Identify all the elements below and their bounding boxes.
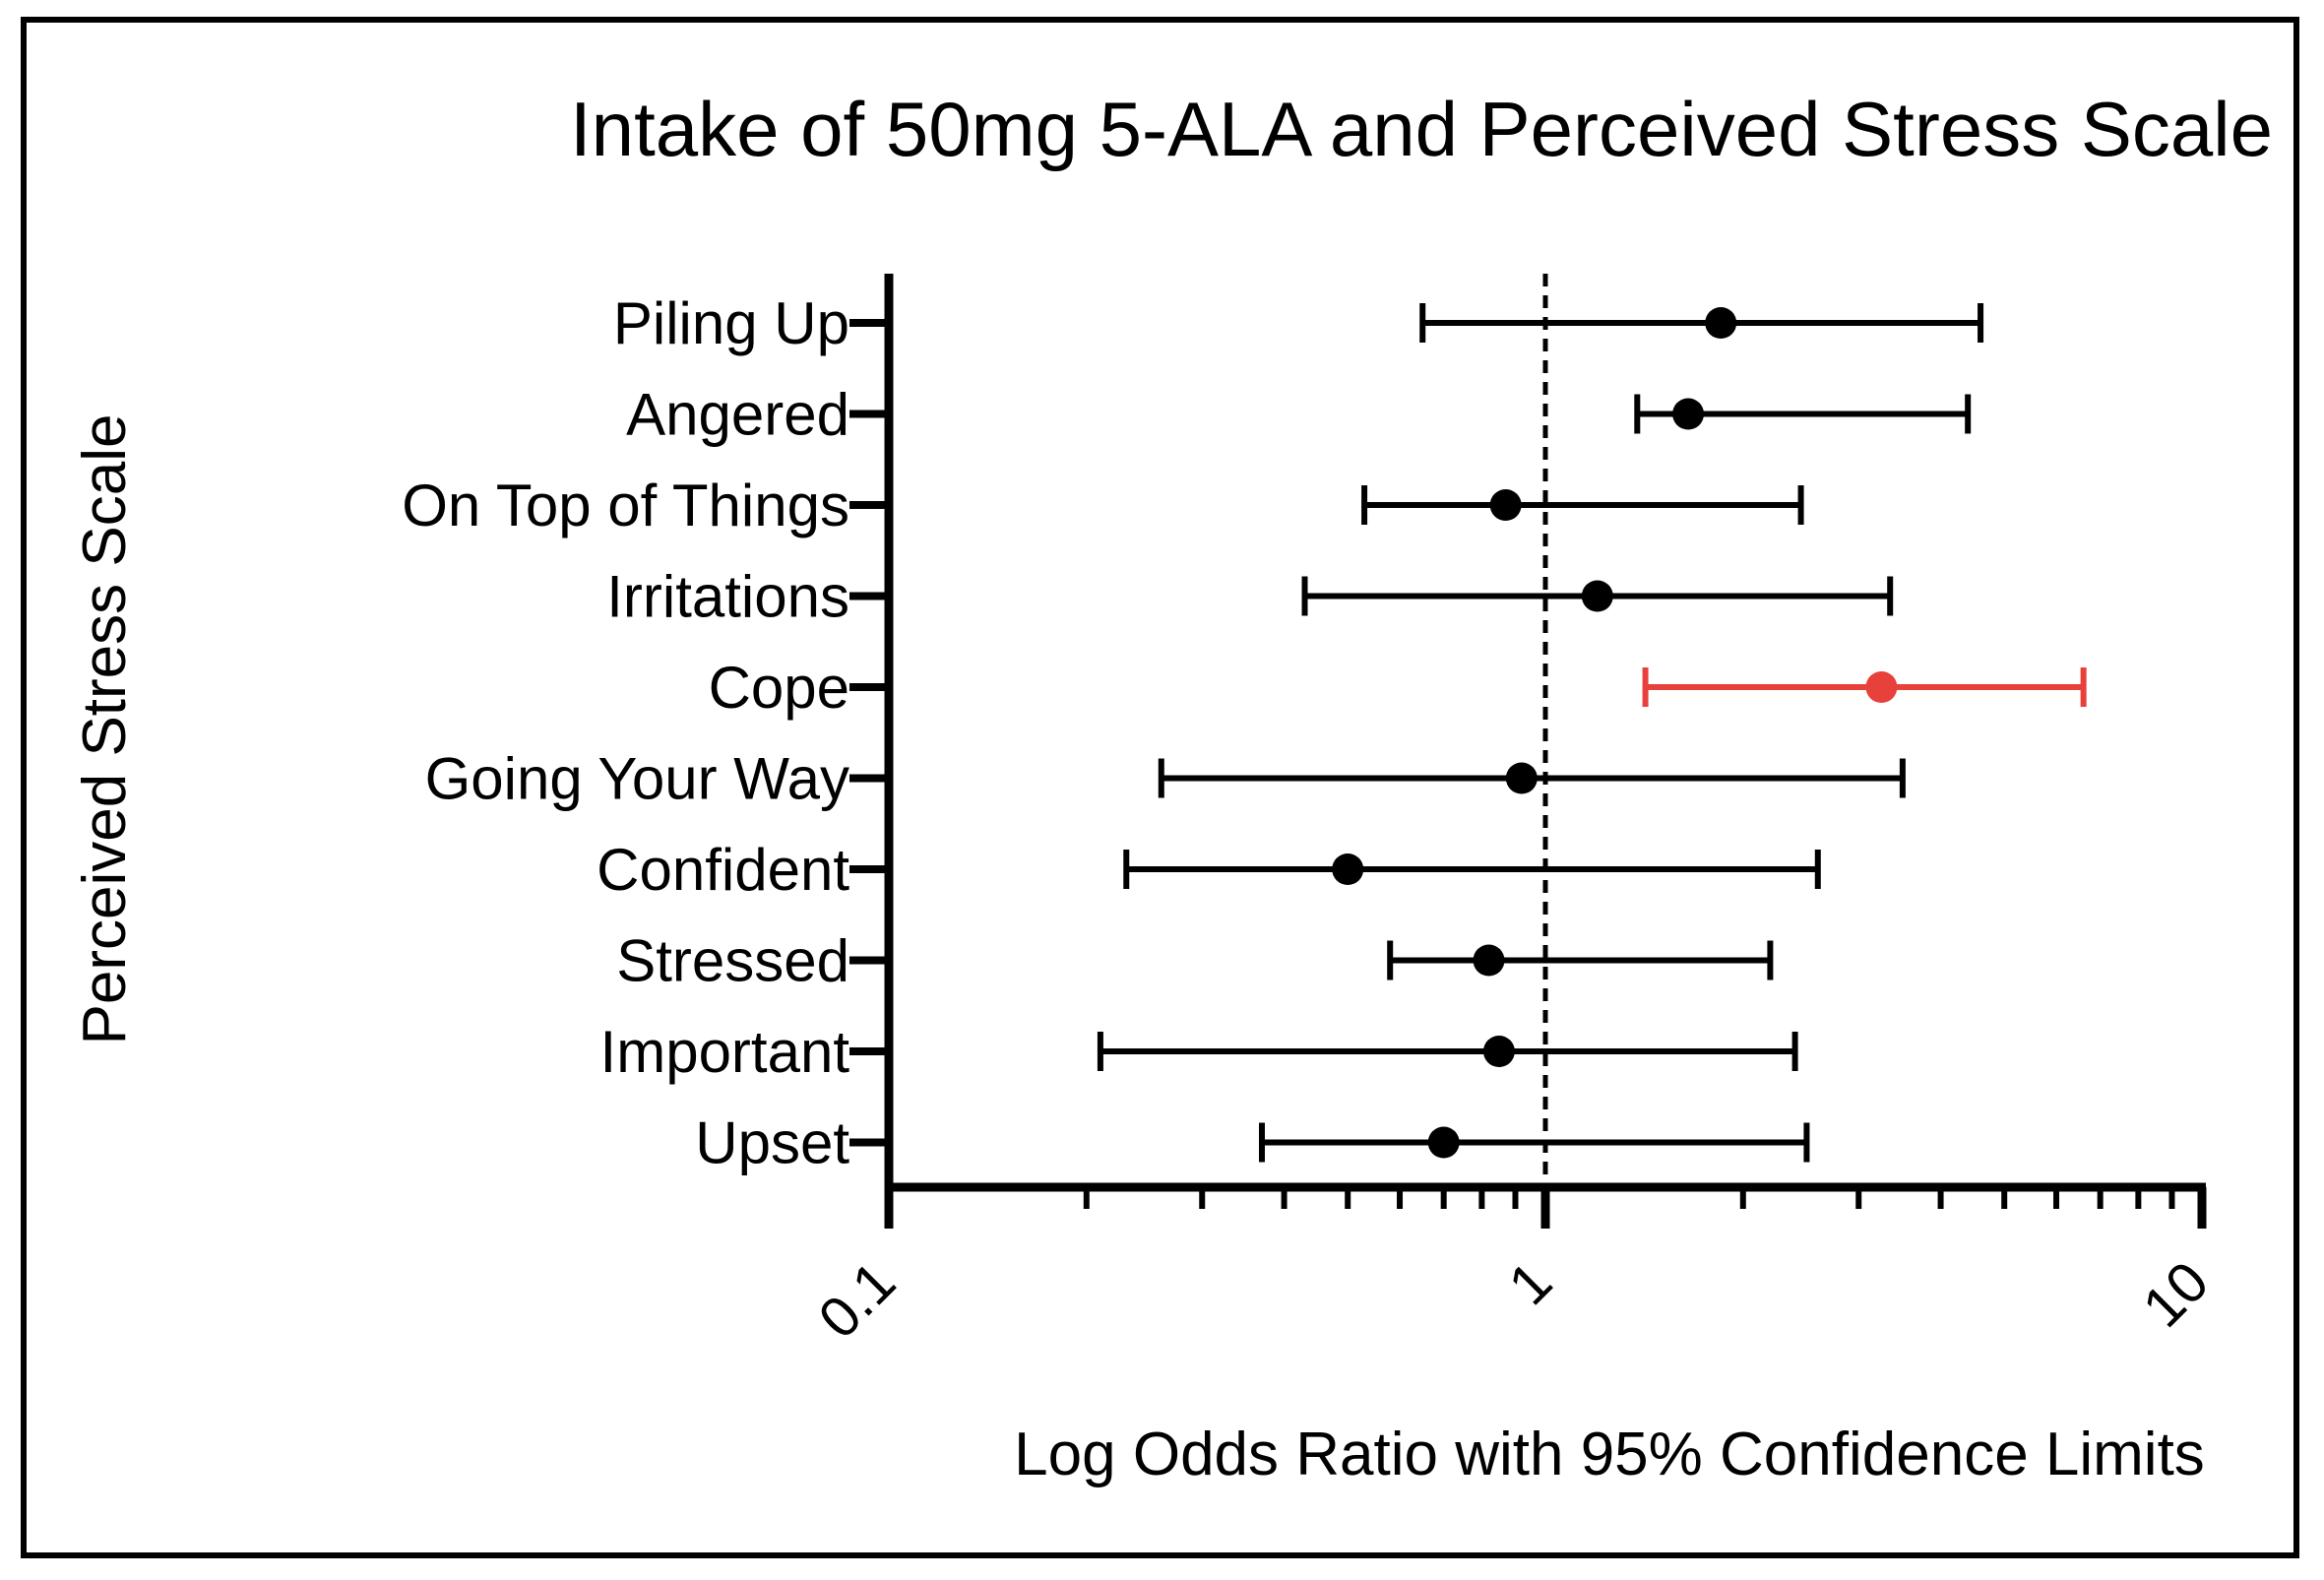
- point-estimate: [1482, 1036, 1515, 1067]
- point-estimate: [1705, 307, 1737, 339]
- x-tick-label: 1: [1496, 1249, 1564, 1317]
- point-estimate: [1505, 762, 1538, 794]
- point-estimate: [1672, 398, 1705, 430]
- category-label: Angered: [626, 382, 849, 448]
- x-tick-label: 10: [2131, 1249, 2222, 1340]
- category-label: Cope: [709, 655, 849, 721]
- forest-plot: Intake of 50mg 5-ALA and Perceived Stres…: [71, 86, 2273, 1488]
- point-estimate: [1489, 489, 1522, 521]
- category-label: Irritations: [606, 564, 849, 630]
- point-estimate: [1427, 1126, 1460, 1159]
- x-tick-label: 0.1: [806, 1249, 908, 1351]
- chart-title: Intake of 50mg 5-ALA and Perceived Stres…: [570, 86, 2273, 172]
- category-label: On Top of Things: [402, 473, 849, 538]
- category-label: Important: [600, 1019, 850, 1085]
- point-estimate: [1332, 853, 1364, 885]
- category-label: Confident: [597, 837, 849, 903]
- chart-frame: Intake of 50mg 5-ALA and Perceived Stres…: [21, 17, 2299, 1558]
- x-axis-label: Log Odds Ratio with 95% Confidence Limit…: [1014, 1421, 2205, 1488]
- point-estimate: [1865, 671, 1898, 703]
- point-estimate: [1473, 944, 1505, 977]
- data-marks: [1097, 303, 2087, 1163]
- category-label: Going Your Way: [425, 746, 849, 812]
- category-label: Stressed: [616, 928, 849, 994]
- category-label: Piling Up: [613, 290, 849, 356]
- axes: 0.1 1 10 Piling Up Angered On Top of Things Ir…: [402, 274, 2221, 1351]
- point-estimate: [1581, 580, 1613, 612]
- category-label: Upset: [695, 1110, 849, 1176]
- y-axis-label: Perceived Stress Scale: [71, 414, 139, 1045]
